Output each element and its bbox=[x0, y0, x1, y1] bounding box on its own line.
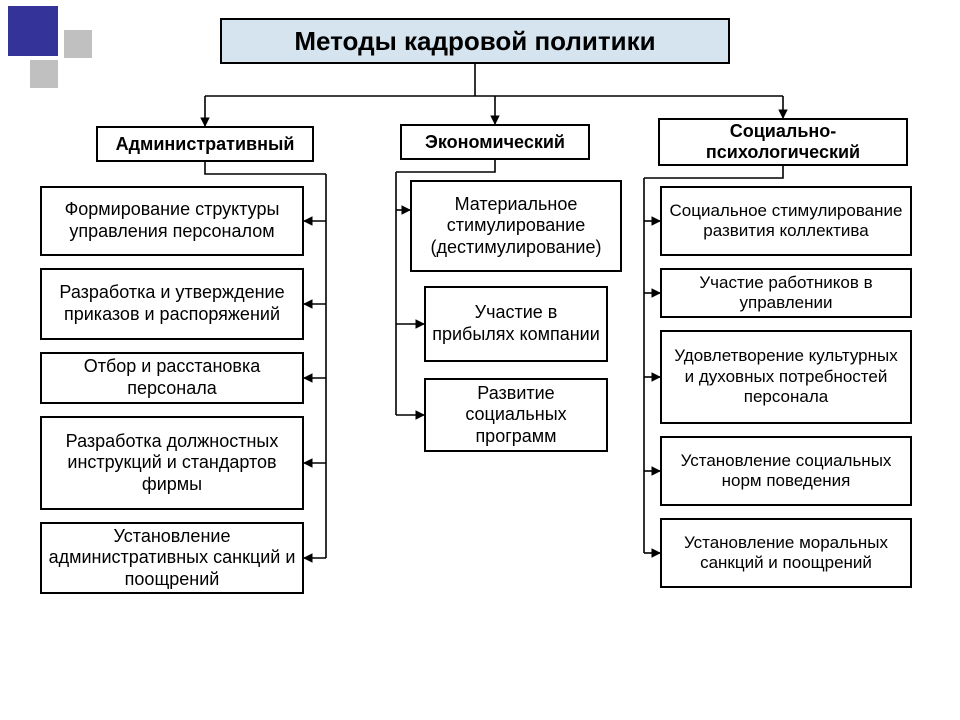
corner-square-3 bbox=[30, 60, 58, 88]
diagram-canvas: Методы кадровой политики Административны… bbox=[0, 0, 960, 720]
soc-item: Установление моральных санкций и поощрен… bbox=[660, 518, 912, 588]
soc-item: Участие работников в управлении bbox=[660, 268, 912, 318]
corner-square-2 bbox=[64, 30, 92, 58]
admin-item: Разработка и утверждение приказов и расп… bbox=[40, 268, 304, 340]
category-econ: Экономический bbox=[400, 124, 590, 160]
admin-item: Разработка должностных инструкций и стан… bbox=[40, 416, 304, 510]
econ-item: Участие в прибылях компании bbox=[424, 286, 608, 362]
econ-item: Материальное стимулирование (дестимулиро… bbox=[410, 180, 622, 272]
soc-item: Удовлетворение культурных и духовных пот… bbox=[660, 330, 912, 424]
econ-item: Развитие социальных программ bbox=[424, 378, 608, 452]
category-admin: Административный bbox=[96, 126, 314, 162]
admin-item: Отбор и расстановка персонала bbox=[40, 352, 304, 404]
category-soc: Социально-психологический bbox=[658, 118, 908, 166]
corner-square-1 bbox=[8, 6, 58, 56]
soc-item: Установление социальных норм поведения bbox=[660, 436, 912, 506]
soc-item: Социальное стимулирование развития колле… bbox=[660, 186, 912, 256]
admin-item: Установление административных санкций и … bbox=[40, 522, 304, 594]
diagram-title: Методы кадровой политики bbox=[220, 18, 730, 64]
admin-item: Формирование структуры управления персон… bbox=[40, 186, 304, 256]
